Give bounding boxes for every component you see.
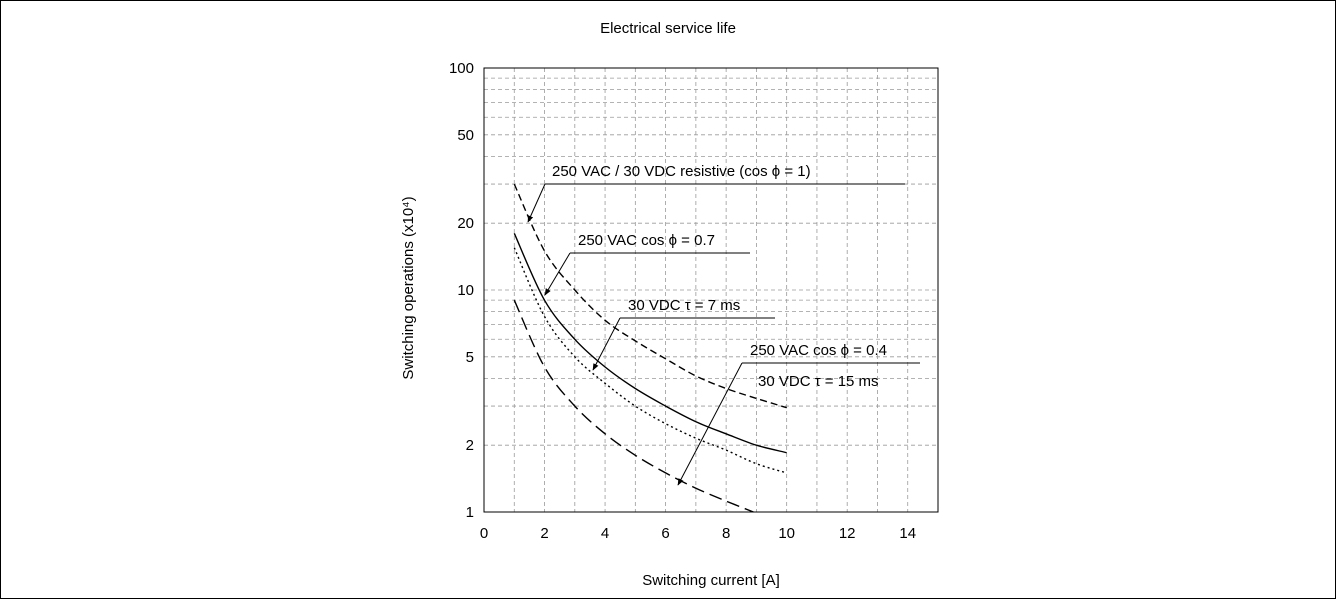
y-tick-label: 5 [466, 349, 474, 366]
chart-title: Electrical service life [600, 20, 736, 37]
annotation-label-2: 250 VAC cos ϕ = 0.7 [578, 232, 715, 249]
annotation-label-3: 30 VDC τ = 7 ms [628, 297, 740, 314]
x-tick-label: 8 [722, 525, 730, 542]
annotation-label-5: 30 VDC τ = 15 ms [758, 373, 879, 390]
y-tick-label: 20 [457, 215, 474, 232]
annotation-arrow-1 [527, 183, 546, 223]
series-line-4 [513, 299, 754, 513]
annotation-arrow-4 [677, 362, 743, 486]
x-tick-label: 4 [601, 525, 609, 542]
grid [484, 68, 938, 512]
plot-border [483, 67, 939, 513]
y-tick-label: 50 [457, 127, 474, 144]
series-line-3 [513, 247, 787, 474]
annotation-label-1: 250 VAC / 30 VDC resistive (cos ϕ = 1) [552, 163, 811, 180]
y-tick-label: 1 [466, 504, 474, 521]
x-tick-label: 12 [839, 525, 856, 542]
annotation-label-4: 250 VAC cos ϕ = 0.4 [750, 342, 887, 359]
y-tick-label: 10 [457, 282, 474, 299]
x-axis-label: Switching current [A] [642, 572, 780, 589]
y-axis-label: Switching operations (x10⁴) [400, 196, 417, 379]
y-axis-ticks: 1 2 5 10 20 50 100 [449, 60, 474, 521]
annotation-arrow-3 [592, 317, 621, 371]
series-line-2 [513, 233, 787, 454]
annotations: 250 VAC / 30 VDC resistive (cos ϕ = 1) 25… [527, 163, 920, 486]
y-tick-label: 2 [466, 437, 474, 454]
x-tick-label: 0 [480, 525, 488, 542]
series-line-1 [513, 183, 787, 409]
x-tick-label: 14 [899, 525, 916, 542]
x-axis-ticks: 0 2 4 6 8 10 12 14 [480, 525, 916, 542]
x-tick-label: 10 [778, 525, 795, 542]
annotation-arrow-2 [544, 252, 571, 296]
series-group [513, 183, 787, 513]
y-tick-label: 100 [449, 60, 474, 77]
x-tick-label: 2 [540, 525, 548, 542]
x-tick-label: 6 [661, 525, 669, 542]
